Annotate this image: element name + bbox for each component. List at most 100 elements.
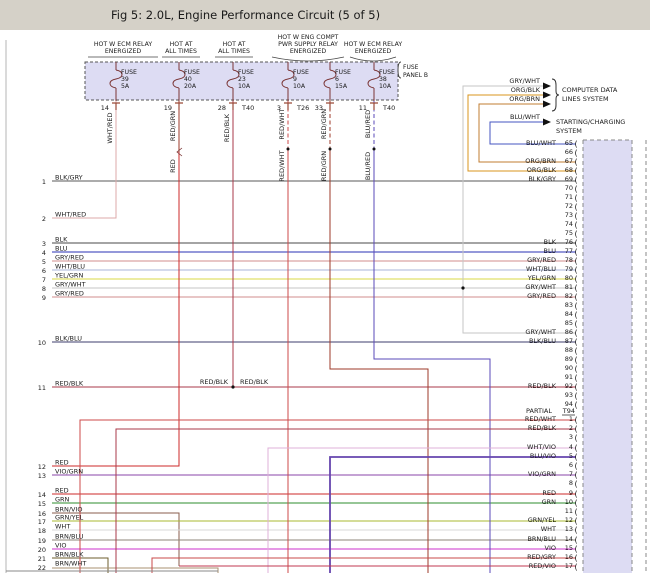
fuse-header: ENERGIZED xyxy=(290,48,327,55)
fuse-pin-number: 33 xyxy=(315,104,323,112)
right-pin-label: GRY/RED xyxy=(527,292,556,300)
right-pin-label: GRN xyxy=(542,498,557,506)
right-pin-label: VIO xyxy=(545,544,556,552)
left-pin-number: 12 xyxy=(38,463,46,471)
right-pin-number: 90 xyxy=(565,364,573,372)
right-pin-number: 16 xyxy=(565,553,573,561)
wire-org-brn xyxy=(478,103,576,163)
right-pin-number: 69 xyxy=(565,175,573,183)
right-pin-label: RED/BLK xyxy=(528,424,557,432)
right-connector-box xyxy=(583,140,632,573)
fuse-pin-number: 3 xyxy=(277,104,281,112)
fuse-amps: 10A xyxy=(238,83,251,90)
pin-terminal-icon: ( xyxy=(574,329,577,338)
fuse-pin-number: 28 xyxy=(218,104,226,112)
right-pin-number: 79 xyxy=(565,265,573,273)
pin-terminal-icon: ( xyxy=(574,158,577,167)
fuse-element-icon xyxy=(172,69,186,89)
pin-terminal-icon: ( xyxy=(574,347,577,356)
pin-terminal-icon: ( xyxy=(574,212,577,221)
page-title: Fig 5: 2.0L, Engine Performance Circuit … xyxy=(111,8,380,22)
left-pin-label: YEL/GRN xyxy=(54,272,83,280)
left-pin-label: BRN/VIO xyxy=(55,506,83,514)
pin-terminal-icon: ( xyxy=(574,563,577,572)
right-pin-number: 4 xyxy=(569,443,573,451)
right-pin-number: 72 xyxy=(565,202,573,210)
partial-label: PARTIAL xyxy=(526,407,552,415)
left-pin-number: 10 xyxy=(38,339,46,347)
fuse-header: ENERGIZED xyxy=(105,48,142,55)
right-pin-number: 71 xyxy=(565,193,573,201)
wire-red-grn xyxy=(329,149,429,573)
wire-red-gry xyxy=(151,557,576,573)
wire-blu-wht xyxy=(489,121,576,145)
pin-terminal-icon: ( xyxy=(574,284,577,293)
fuse-element-icon xyxy=(323,69,337,89)
connector-tag: T40 xyxy=(382,104,395,112)
pin-terminal-icon: ( xyxy=(574,203,577,212)
pin-terminal-icon: ( xyxy=(574,462,577,471)
wire-wht-vio xyxy=(267,447,576,573)
pin-terminal-icon: ( xyxy=(574,444,577,453)
left-pin-number: 11 xyxy=(38,384,46,392)
right-pin-number: 77 xyxy=(565,247,573,255)
pin-terminal-icon: ( xyxy=(574,392,577,401)
right-pin-number: 7 xyxy=(569,470,573,478)
fuse-element-icon xyxy=(281,69,295,89)
pin-terminal-icon: ( xyxy=(574,176,577,185)
right-pin-number: 5 xyxy=(569,452,573,460)
wire-blu-vio xyxy=(329,456,576,573)
pin-terminal-icon: ( xyxy=(574,517,577,526)
right-pin-label: ORG/BLK xyxy=(527,166,557,174)
fuse-header: PWR SUPPLY RELAY xyxy=(278,41,338,48)
fuse-label: FUSE xyxy=(293,69,309,76)
fuse-panel-box xyxy=(84,61,399,101)
left-pin-label: RED/BLK xyxy=(55,380,84,388)
pin-terminal-icon: ( xyxy=(574,239,577,248)
pin-terminal-icon: ( xyxy=(574,499,577,508)
right-pin-number: 76 xyxy=(565,238,573,246)
left-pin-label: BRN/BLK xyxy=(55,551,84,559)
left-pin-label: BLK/BLU xyxy=(55,335,82,343)
right-pin-number: 75 xyxy=(565,229,573,237)
fuse-pin-number: 11 xyxy=(359,104,367,112)
fuse-header-brace xyxy=(271,56,345,62)
left-pin-label: GRN xyxy=(55,496,70,504)
fuse-label: FUSE xyxy=(121,69,137,76)
fuse-element-icon xyxy=(109,69,123,89)
right-pin-number: 67 xyxy=(565,157,573,165)
terminal-icon xyxy=(284,102,292,110)
fuse-panel-bracket xyxy=(397,61,402,79)
left-pin-number: 15 xyxy=(38,500,46,508)
left-pin-number: 13 xyxy=(38,472,46,480)
fuse-header: HOT W ECM RELAY xyxy=(344,41,402,48)
wire-color-label: WHT/RED xyxy=(106,112,114,143)
right-pin-number: 10 xyxy=(565,498,573,506)
wire-color-label: RED/BLK xyxy=(223,113,231,142)
terminal-icon xyxy=(112,102,120,110)
right-pin-number: 73 xyxy=(565,211,573,219)
wire-color-label: RED/BLK xyxy=(200,378,229,386)
fuse-number: 40 xyxy=(184,76,192,83)
wire-color-label: RED/WHT xyxy=(278,108,286,139)
right-pin-number: 15 xyxy=(565,544,573,552)
wire-gry-wht xyxy=(462,85,576,334)
wire-color-label: RED xyxy=(169,159,177,173)
right-pin-label: BRN/BLU xyxy=(527,535,556,543)
wire-blu-red xyxy=(373,149,491,573)
wire-org-blk xyxy=(467,94,576,172)
left-pin-label: WHT xyxy=(55,523,70,531)
left-pin-label: BLK xyxy=(55,236,68,244)
fuse-number: 39 xyxy=(121,76,129,83)
connector-tag: T40 xyxy=(241,104,254,112)
pin-terminal-icon: ( xyxy=(574,248,577,257)
right-pin-number: 70 xyxy=(565,184,573,192)
fuse-label: FUSE xyxy=(184,69,200,76)
left-pin-number: 1 xyxy=(42,178,46,186)
pin-terminal-icon: ( xyxy=(574,374,577,383)
fuse-label: FUSE xyxy=(238,69,254,76)
right-pin-label: RED/GRY xyxy=(527,553,556,561)
arrowhead-icon xyxy=(543,91,551,99)
right-pin-label: VIO/GRN xyxy=(528,470,556,478)
